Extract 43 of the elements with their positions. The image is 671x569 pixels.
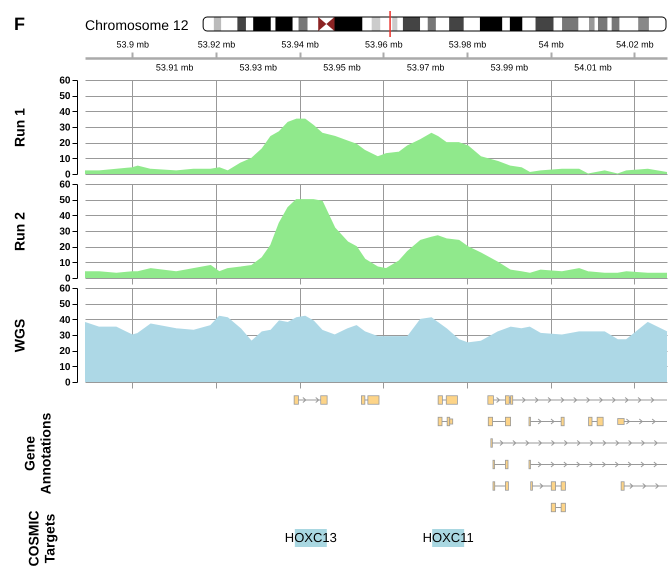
text: HOXC13 — [284, 530, 337, 545]
y-tick-label: 60 — [59, 76, 71, 86]
text: COSMIC Targets — [26, 510, 58, 566]
x2-tick-label: 53.93 mb — [240, 62, 278, 72]
y-tick-label: 20 — [59, 346, 71, 358]
y-tick-label: 60 — [59, 180, 71, 190]
y-tick-label: 0 — [64, 170, 71, 180]
x-tick-label: 54.02 mb — [616, 40, 654, 50]
y-axis-title: WGS — [11, 318, 28, 352]
x2-tick-label: 53.99 mb — [490, 62, 528, 72]
x-tick-label: 53.98 mb — [448, 40, 486, 50]
x2-tick-label: 54.01 mb — [574, 62, 612, 72]
y-axis-title: Run 1 — [11, 108, 28, 147]
x-tick-label: 53.94 mb — [281, 40, 319, 50]
x-tick-label: 53.96 mb — [365, 40, 403, 50]
y-tick-label: 10 — [59, 258, 71, 269]
text: F — [14, 14, 25, 34]
x-tick-label: 53.9 mb — [116, 40, 150, 50]
y-tick-label: 0 — [64, 378, 71, 388]
y-tick-label: 50 — [59, 91, 71, 102]
y-tick-label: 50 — [59, 195, 71, 206]
y-tick-label: 30 — [59, 122, 71, 134]
y-tick-label: 60 — [59, 284, 71, 294]
y-tick-label: 0 — [64, 274, 71, 284]
y-tick-label: 40 — [59, 314, 71, 326]
y-tick-label: 10 — [59, 362, 71, 373]
y-tick-label: 30 — [59, 330, 71, 342]
x2-tick-label: 53.95 mb — [323, 62, 361, 72]
y-tick-label: 40 — [59, 106, 71, 118]
y-tick-label: 10 — [59, 154, 71, 165]
text: Gene Annotations — [22, 412, 54, 494]
y-tick-label: 50 — [59, 299, 71, 310]
x-tick-label: 54 mb — [538, 40, 564, 50]
y-tick-label: 20 — [59, 242, 71, 254]
text: HOXC11 — [422, 530, 474, 545]
x2-tick-label: 53.97 mb — [406, 62, 444, 72]
y-tick-label: 40 — [59, 210, 71, 222]
y-tick-label: 30 — [59, 226, 71, 238]
y-tick-label: 20 — [59, 138, 71, 150]
y-axis-title: Run 2 — [11, 212, 28, 251]
x2-tick-label: 53.91 mb — [156, 62, 194, 72]
chart-title: Chromosome 12 — [85, 17, 189, 33]
x-tick-label: 53.92 mb — [198, 40, 236, 50]
